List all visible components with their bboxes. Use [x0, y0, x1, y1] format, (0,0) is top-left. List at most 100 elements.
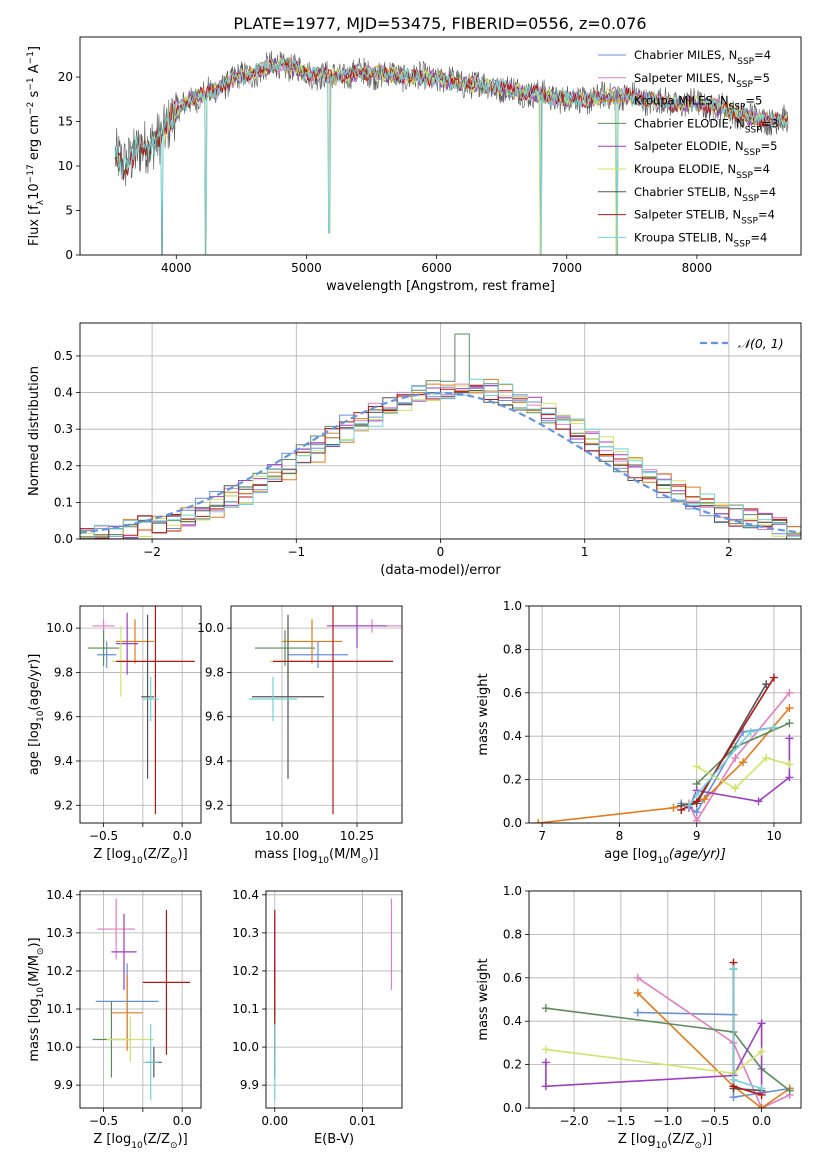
x-tick-label: −1.0 [653, 1114, 682, 1128]
x-axis-label: Z [log10(Z/Z⊙)] [618, 1132, 712, 1151]
label-part: A [27, 64, 42, 77]
y-tick-label: 0.8 [503, 642, 522, 656]
label-part: Z [log [618, 1132, 656, 1147]
y-tick-label: 20 [58, 70, 73, 84]
x-tick-label: 7 [538, 829, 546, 843]
y-tick-label: 0.3 [54, 422, 73, 436]
x-tick-label: 0 [437, 545, 445, 559]
weight-marker-3 [785, 719, 794, 728]
label-part: wavelength [Angstrom, rest frame] [326, 279, 555, 294]
label-part: )] [368, 847, 378, 862]
y-tick-label: 9.8 [205, 665, 224, 679]
y-tick-label: 0.0 [503, 816, 522, 830]
label-part: age [log [604, 847, 657, 862]
weight-marker-1 [692, 816, 701, 823]
series-line-8 [114, 57, 789, 255]
y-tick-label: 9.2 [54, 798, 73, 812]
label-part: =3 [762, 116, 779, 130]
y-tick-label: 15 [58, 115, 73, 129]
label-part: Kroupa STELIB, N [634, 230, 734, 244]
residuals-panel: −2 −1 0 1 2 0.0 0.1 0.2 0.3 0.4 0.5 (data-model)/er… [27, 322, 802, 578]
weight-marker-2 [534, 819, 543, 823]
x-tick-label: 8 [616, 829, 624, 843]
label-part: Flux [f [27, 205, 42, 246]
x-axis-label: age [log10(age/yr)] [604, 847, 726, 866]
y-tick-label: 9.4 [54, 754, 73, 768]
weight-marker-4 [541, 1082, 550, 1091]
y-tick-label: 0.4 [503, 1014, 522, 1028]
label-part: =4 [754, 48, 771, 62]
label-part: erg cm [27, 115, 42, 164]
y-tick-label: 0.4 [503, 729, 522, 743]
weight-marker-4 [754, 797, 763, 806]
label-part: SSP [742, 194, 759, 204]
label-part: ⊙ [170, 1141, 178, 1151]
y-tick-label: 0.4 [54, 386, 73, 400]
label-part: (data-model)/error [380, 563, 501, 578]
x-axis-label: wavelength [Angstrom, rest frame] [326, 279, 555, 294]
label-part: 10 [657, 856, 669, 866]
y-tick-label: 9.2 [205, 798, 224, 812]
label-part: (Z/Z [667, 1132, 694, 1147]
y-tick-label: 0.2 [503, 1058, 522, 1072]
label-part: −1 [26, 77, 36, 90]
legend-entry: Kroupa STELIB, NSSP=4 [634, 230, 767, 249]
y-tick-label: 10.0 [197, 621, 224, 635]
axes-frame [79, 36, 802, 256]
x-tick-label: 9 [693, 829, 701, 843]
x-axis-label: E(B-V) [314, 1132, 354, 1147]
weight-marker-2 [633, 988, 642, 997]
x-tick-label: 4000 [161, 261, 192, 275]
label-part: ⊙ [36, 948, 46, 956]
weight-series-2 [538, 707, 791, 823]
y-tick-label: 10.0 [232, 1040, 259, 1054]
label-part: )] [178, 847, 188, 862]
label-part: (M/M [27, 955, 42, 987]
weight-series-2 [637, 992, 791, 1108]
weight-marker-8 [769, 723, 778, 732]
label-part: 10 [27, 183, 42, 200]
y-tick-label: 0.0 [503, 1101, 522, 1115]
label-part: mass weight [476, 958, 491, 1040]
weight-marker-2 [669, 803, 678, 812]
mass-vs-ebv-plot-area [274, 898, 393, 1101]
label-part: mass weight [476, 673, 491, 755]
x-tick-label: 10.00 [265, 829, 299, 843]
weight-marker-8 [746, 727, 755, 736]
label-part: −17 [26, 164, 36, 183]
y-tick-label: 10 [58, 159, 73, 173]
x-tick-label: 2 [725, 545, 733, 559]
weight-marker-8 [684, 801, 693, 810]
label-part: (age/yr)] [669, 847, 726, 862]
weight-series-1 [637, 977, 791, 1108]
y-tick-label: 10.4 [46, 888, 73, 902]
weight-marker-2 [739, 758, 748, 767]
y-tick-label: 9.9 [54, 1078, 73, 1092]
mass-vs-z-panel: −0.5 0.09.910.010.110.210.310.4Z [log10(Z… [27, 888, 202, 1151]
y-tick-label: 0 [65, 248, 73, 262]
x-tick-label: 10 [766, 829, 781, 843]
spectrum-panel: 4000 5000 6000 7000 8000 0 5 10 15 20 wavelength [… [26, 36, 802, 294]
label-part: =5 [761, 139, 778, 153]
axes-frame [79, 605, 202, 824]
weight-series-6 [681, 683, 767, 807]
label-part: ⊙ [361, 856, 369, 866]
y-axis-label: age [log10(age/yr)] [27, 654, 46, 776]
y-tick-label: 9.6 [54, 710, 73, 724]
label-part: SSP [744, 148, 761, 158]
y-tick-label: 9.8 [54, 665, 73, 679]
label-part: Kroupa MILES, N [634, 94, 729, 108]
label-part: (Z/Z [143, 1132, 170, 1147]
legend-entry: Chabrier STELIB, NSSP=4 [634, 185, 776, 204]
axes-frame [79, 890, 202, 1109]
y-tick-label: 0.1 [54, 495, 73, 509]
legend-entry: Chabrier ELODIE, NSSP=3 [634, 116, 779, 135]
y-tick-label: 1.0 [503, 599, 522, 613]
weight-marker-8 [692, 790, 701, 799]
label-part: s [27, 90, 42, 101]
y-tick-label: 10.4 [232, 888, 259, 902]
label-part: (M/M [329, 847, 361, 862]
histogram-series-8 [80, 378, 801, 539]
